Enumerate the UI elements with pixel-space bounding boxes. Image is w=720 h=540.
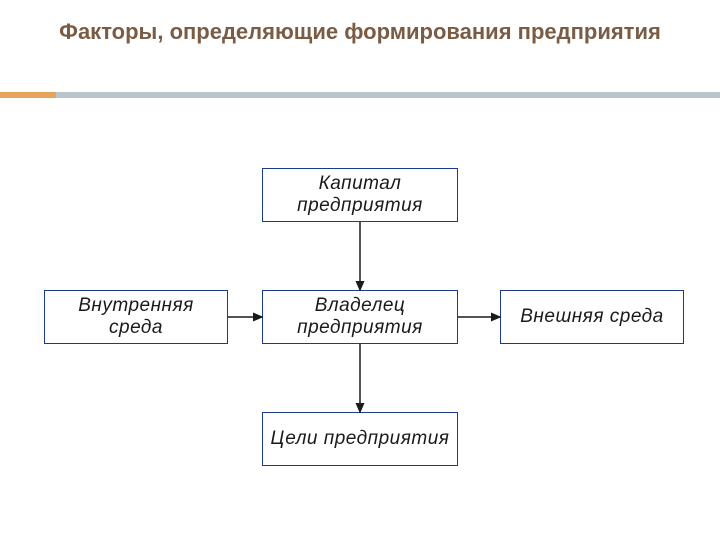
node-label: Цели предприятия [271, 428, 450, 450]
slide: Факторы, определяющие формирования предп… [0, 0, 720, 540]
node-internal: Внутренняя среда [44, 290, 228, 344]
accent-bar [0, 92, 720, 98]
node-owner: Владелец предприятия [262, 290, 458, 344]
node-label: Владелец предприятия [269, 295, 451, 339]
node-label: Капитал предприятия [269, 173, 451, 217]
node-label: Внутренняя среда [51, 295, 221, 339]
accent-stub [0, 92, 56, 98]
node-capital: Капитал предприятия [262, 168, 458, 222]
node-goals: Цели предприятия [262, 412, 458, 466]
accent-rest [56, 92, 720, 98]
node-label: Внешняя среда [520, 306, 664, 328]
slide-title: Факторы, определяющие формирования предп… [0, 18, 720, 46]
node-external: Внешняя среда [500, 290, 684, 344]
